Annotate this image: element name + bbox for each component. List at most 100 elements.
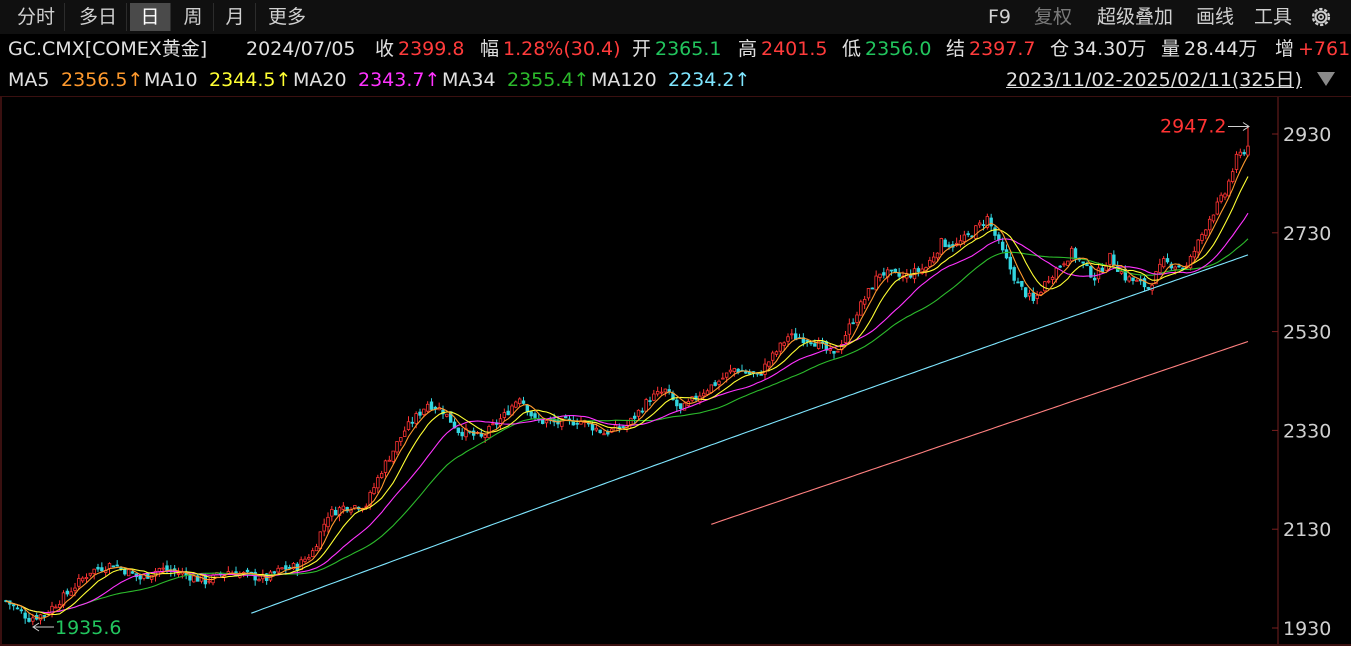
period-tab-weekly[interactable]: 周	[173, 3, 214, 31]
candle-body	[655, 391, 660, 395]
ma250-line	[711, 340, 1249, 525]
fuquan-button[interactable]: 复权	[1034, 6, 1073, 28]
candle-body	[859, 301, 863, 316]
candle-body	[84, 577, 89, 580]
ma34-label: MA34	[442, 69, 496, 91]
candle-body	[257, 578, 261, 582]
candle-body	[130, 571, 135, 574]
date-range-selector[interactable]: 2023/11/02-2025/02/11(325日)	[1006, 69, 1302, 91]
candle-body	[1108, 252, 1112, 265]
candle-body	[832, 350, 836, 354]
max-arrow-head	[1242, 122, 1250, 131]
candle-body	[165, 565, 169, 572]
candle-body	[985, 216, 990, 228]
candle-body	[23, 612, 27, 619]
candle-body	[207, 580, 211, 583]
candle-body	[333, 509, 338, 516]
candle-body	[1000, 241, 1005, 251]
candle-body	[1234, 153, 1239, 170]
candle-body	[659, 391, 664, 394]
candle-body	[1123, 269, 1128, 281]
overlay-button[interactable]: 超级叠加	[1097, 6, 1174, 28]
candle-body	[188, 575, 192, 581]
candle-body	[119, 567, 123, 570]
candle-body	[1112, 254, 1116, 266]
candle-body	[878, 273, 882, 278]
candle-body	[111, 565, 116, 568]
ma10-label: MA10	[144, 69, 198, 91]
ma5-label: MA5	[8, 69, 50, 91]
candle-body	[1154, 271, 1158, 285]
ma120-value: 2234.2↑	[668, 69, 751, 91]
candle-body	[1012, 267, 1016, 281]
candle-body	[1177, 265, 1181, 268]
candle-body	[326, 516, 330, 528]
candle-body	[1066, 260, 1070, 266]
candle-body	[663, 388, 668, 393]
close-label: 收	[375, 38, 395, 60]
candle-body	[1161, 258, 1166, 268]
period-tab-more[interactable]: 更多	[267, 6, 306, 28]
ma5-value: 2356.5↑	[61, 69, 144, 91]
candle-body	[632, 415, 637, 419]
candle-body	[874, 275, 878, 291]
candle-body	[728, 369, 733, 373]
candle-body	[422, 408, 426, 415]
candle-body	[1039, 291, 1043, 295]
candle-body	[709, 384, 714, 393]
period-tab-multiday[interactable]: 多日	[70, 3, 127, 31]
candle-body	[1008, 256, 1013, 270]
y-tick-label: 2130	[1283, 519, 1331, 541]
y-tick-label: 2730	[1283, 223, 1331, 245]
candle-body	[195, 575, 200, 582]
candle-body	[843, 335, 848, 343]
quote-info-bar: GC.CMX[COMEX黄金] 2024/07/05 收 2399.8 幅 1.…	[0, 34, 1351, 64]
candle-body	[928, 259, 932, 267]
candle-body	[981, 224, 986, 226]
candle-body	[1031, 292, 1036, 301]
candle-body	[460, 431, 464, 437]
candle-body	[391, 450, 395, 462]
high-label: 高	[738, 38, 758, 60]
candle-body	[341, 505, 346, 510]
candle-body	[644, 399, 648, 412]
candle-body	[609, 428, 614, 433]
ma20-label: MA20	[293, 69, 347, 91]
tools-button[interactable]: 工具	[1254, 6, 1293, 28]
candle-body	[372, 487, 376, 495]
candle-body	[721, 377, 725, 380]
candle-body	[521, 400, 526, 404]
period-tab-daily[interactable]: 日	[130, 3, 171, 31]
candle-body	[1096, 267, 1101, 280]
gear-icon[interactable]	[1307, 3, 1335, 31]
candle-body	[287, 566, 292, 569]
candle-body	[640, 410, 645, 413]
candle-body	[1069, 247, 1074, 262]
candle-body	[322, 523, 326, 532]
candle-body	[1085, 264, 1089, 267]
f9-button[interactable]: F9	[988, 6, 1012, 28]
candle-body	[809, 342, 813, 345]
candle-body	[782, 342, 786, 346]
candle-body	[307, 557, 311, 560]
candle-body	[851, 322, 855, 325]
period-tab-intraday[interactable]: 分时	[8, 3, 65, 31]
candle-body	[560, 417, 564, 427]
candle-body	[54, 606, 58, 609]
period-tab-monthly[interactable]: 月	[215, 3, 256, 31]
draw-line-button[interactable]: 画线	[1196, 6, 1235, 28]
range-dropdown-icon[interactable]	[1317, 72, 1335, 86]
candle-body	[805, 339, 809, 342]
candle-body	[115, 564, 119, 567]
candle-body	[621, 426, 625, 428]
ma5-line	[5, 155, 1249, 619]
candle-body	[138, 575, 142, 580]
candle-body	[107, 563, 112, 570]
candle-body	[529, 411, 533, 417]
candle-body	[15, 607, 20, 610]
candle-body	[847, 323, 852, 335]
candle-body	[962, 234, 967, 242]
candlestick-chart[interactable]: 2930 2730 2530 2330 2130 1930 2947.2 1935.6	[0, 96, 1351, 646]
low-label: 低	[842, 38, 862, 60]
candle-body	[682, 402, 687, 411]
